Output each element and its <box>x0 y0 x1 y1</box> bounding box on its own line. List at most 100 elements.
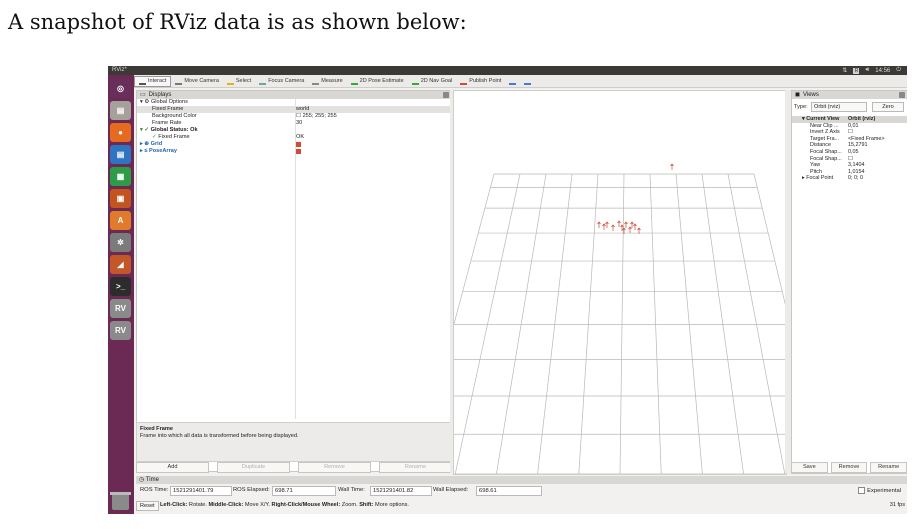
software-center-icon[interactable]: A <box>110 211 131 230</box>
wall-time-field[interactable]: 1521291401.82 <box>370 486 432 496</box>
clock[interactable]: 14:56 <box>875 67 891 74</box>
rename-view-button[interactable]: Rename <box>870 462 907 473</box>
view-value[interactable]: <Fixed Frame> <box>848 135 885 142</box>
display-value[interactable]: OK <box>296 134 305 140</box>
display-value[interactable]: world <box>296 106 310 112</box>
render-view[interactable] <box>413 90 827 475</box>
enabled-checkbox[interactable] <box>296 142 301 147</box>
display-row[interactable]: ▸ ⊕ Grid <box>137 141 451 148</box>
duplicate-display-button[interactable]: Duplicate <box>217 462 290 473</box>
view-row[interactable]: Pitch 1,0154 <box>792 169 907 176</box>
experimental-toggle[interactable]: Experimental <box>858 487 901 494</box>
keyboard-layout-icon[interactable]: R <box>853 67 860 74</box>
display-value[interactable]: 30 <box>296 120 303 126</box>
power-icon[interactable]: ⏻ <box>896 67 901 73</box>
volume-icon[interactable]: 🔊︎ <box>865 67 870 73</box>
tool-2d-nav-goal[interactable]: 2D Nav Goal <box>408 76 457 86</box>
rename-display-button[interactable]: Rename <box>379 462 452 473</box>
view-row[interactable]: Focal Shap... ☐ <box>792 156 907 163</box>
trash-icon[interactable] <box>110 492 131 510</box>
view-value[interactable]: Orbit (rviz) <box>848 116 876 122</box>
firefox-icon[interactable]: ● <box>110 123 131 142</box>
tree-toggle-icon[interactable]: ▸ ≤ <box>140 148 148 154</box>
close-icon[interactable] <box>899 92 905 98</box>
network-icon[interactable]: ⇅ <box>842 68 848 74</box>
view-row[interactable]: Target Fra... <Fixed Frame> <box>792 136 907 143</box>
view-value[interactable]: 0,05 <box>848 148 859 155</box>
view-value[interactable]: ☐ <box>848 155 853 162</box>
tool-select[interactable]: Select <box>223 76 255 86</box>
tool-plus-icon[interactable] <box>505 76 520 86</box>
add-display-button[interactable]: Add <box>136 462 209 473</box>
tree-toggle-icon[interactable]: ✓ <box>152 134 157 140</box>
view-row[interactable]: ▾ Current View Orbit (rviz) <box>792 116 907 123</box>
column-divider[interactable] <box>295 99 296 419</box>
views-title: Views <box>802 92 819 98</box>
rviz-icon-2[interactable]: RV <box>110 321 131 340</box>
grid-line <box>537 173 573 475</box>
view-value[interactable]: 1,0154 <box>848 168 865 175</box>
display-row[interactable]: ▾ ⚙ Global Options <box>137 99 451 106</box>
view-row[interactable]: Focal Shap... 0,05 <box>792 149 907 156</box>
view-row[interactable]: Invert Z Axis ☐ <box>792 129 907 136</box>
tool-move-camera[interactable]: Move Camera <box>171 76 223 86</box>
right-splitter[interactable] <box>785 90 791 473</box>
save-view-button[interactable]: Save <box>791 462 828 473</box>
impress-icon[interactable]: ▣ <box>110 189 131 208</box>
display-row[interactable]: Fixed Frame world <box>137 106 451 113</box>
files-icon[interactable]: ▤ <box>110 101 131 120</box>
view-value[interactable]: 0,01 <box>848 122 859 129</box>
remove-display-button[interactable]: Remove <box>298 462 371 473</box>
view-value[interactable]: 0; 0; 0 <box>848 175 863 182</box>
toolbar: Interact Move Camera Select Focus Camera Mea… <box>134 75 907 88</box>
display-row[interactable]: ✓ Fixed Frame OK <box>137 134 451 141</box>
select-icon <box>226 77 234 85</box>
tool-focus-camera[interactable]: Focus Camera <box>255 76 308 86</box>
view-value[interactable]: 3,1404 <box>848 162 865 169</box>
wall-elapsed-field[interactable]: 698.61 <box>476 486 542 496</box>
display-row[interactable]: ▸ ≤ PoseArray <box>137 148 451 155</box>
view-value[interactable]: ☐ <box>848 129 853 136</box>
display-value[interactable]: ☐ 255; 255; 255 <box>296 113 337 119</box>
calc-icon[interactable]: ▦ <box>110 167 131 186</box>
grid-scene[interactable] <box>413 91 827 475</box>
displays-title: Displays <box>148 92 172 98</box>
tree-toggle-icon[interactable]: ▾ ⚙ <box>140 99 150 105</box>
rviz-icon-1[interactable]: RV <box>110 299 131 318</box>
terminal-icon[interactable]: >_ <box>110 277 131 296</box>
display-key: Fixed Frame <box>158 134 190 140</box>
view-row[interactable]: ▸ Focal Point 0; 0; 0 <box>792 175 907 182</box>
display-row[interactable]: Frame Rate 30 <box>137 120 451 127</box>
pose-arrow <box>622 227 626 234</box>
display-row[interactable]: Background Color ☐ 255; 255; 255 <box>137 113 451 120</box>
app-icon[interactable]: ◢ <box>110 255 131 274</box>
tool-publish-point[interactable]: Publish Point <box>456 76 505 86</box>
experimental-checkbox[interactable] <box>858 487 866 494</box>
remove-view-button[interactable]: Remove <box>830 462 868 473</box>
display-row[interactable]: ▾ ✓ Global Status: Ok <box>137 127 451 134</box>
view-row[interactable]: Yaw 3,1404 <box>792 162 907 169</box>
enabled-checkbox[interactable] <box>296 149 301 154</box>
wall-elapsed-label: Wall Elapsed: <box>433 487 469 493</box>
ros-time-field[interactable]: 1521291401.79 <box>170 486 232 496</box>
view-type-select[interactable]: Orbit (rviz) <box>811 102 867 112</box>
settings-icon[interactable]: ✲ <box>110 233 131 252</box>
tool-2d-pose-estimate[interactable]: 2D Pose Estimate <box>347 76 408 86</box>
zero-button[interactable]: Zero <box>872 102 904 112</box>
dash-icon[interactable]: ◎ <box>110 79 131 98</box>
publish-point-icon <box>460 77 468 85</box>
view-row[interactable]: Distance 15,2791 <box>792 142 907 149</box>
view-value[interactable]: 15,2791 <box>848 142 868 149</box>
writer-icon[interactable]: ▤ <box>110 145 131 164</box>
tool-minus-icon[interactable] <box>520 76 535 86</box>
tree-toggle-icon[interactable]: ▸ ⊕ <box>140 141 150 147</box>
tool-interact[interactable]: Interact <box>134 75 172 87</box>
tree-toggle-icon[interactable]: ▾ ✓ <box>140 127 150 133</box>
view-row[interactable]: Near Clip ... 0,01 <box>792 123 907 130</box>
caption: A snapshot of RViz data is as shown belo… <box>8 10 467 34</box>
close-icon[interactable] <box>443 92 449 98</box>
measure-icon <box>312 77 320 85</box>
reset-button[interactable]: Reset <box>136 501 159 511</box>
ros-elapsed-field[interactable]: 698.71 <box>272 486 336 496</box>
tool-measure[interactable]: Measure <box>308 76 346 86</box>
